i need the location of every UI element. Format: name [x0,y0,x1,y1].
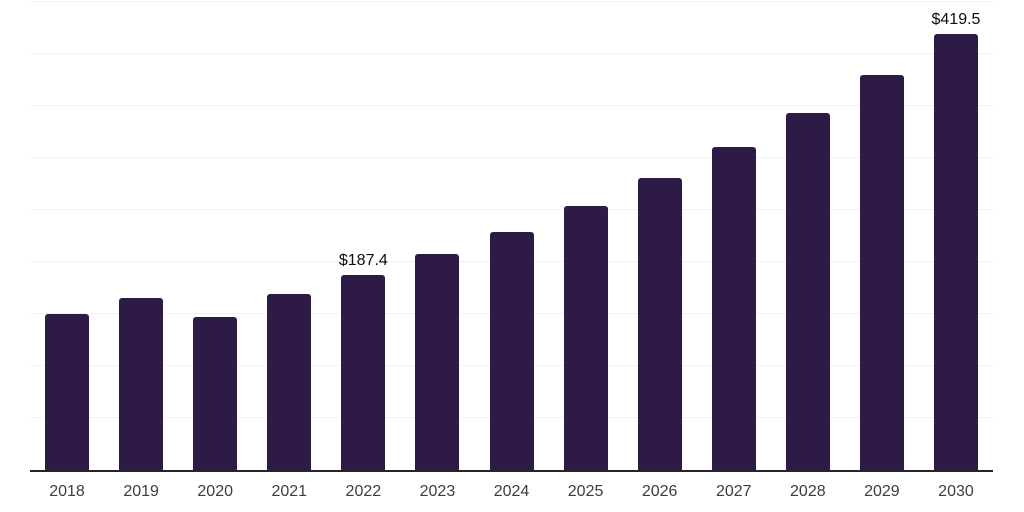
bar-slot-2027 [697,2,771,470]
bar-2026 [637,178,682,470]
x-tick-2029: 2029 [864,483,900,500]
bar-2022 [341,275,386,470]
bar-2025 [563,206,608,470]
bar-slot-2023 [400,2,474,470]
bar-slot-2021 [252,2,326,470]
bar-slot-2018 [30,2,104,470]
data-label-2030: $419.5 [931,10,981,28]
bar-2018 [45,314,90,470]
gridline-250 [30,209,993,210]
x-tick-2027: 2027 [715,483,752,500]
bar-2023 [415,254,460,470]
bar-2024 [489,231,534,470]
bar-slot-2025 [549,2,623,470]
x-tick-2028: 2028 [790,483,826,500]
bar-2030 [933,33,978,470]
x-tick-2022: 2022 [345,483,382,500]
gridline-300 [30,157,993,159]
x-tick-2026: 2026 [641,483,678,500]
data-label-2022: $187.4 [338,252,388,270]
bar-slot-2028 [771,2,845,470]
gridline-450 [30,1,993,2]
gridline-350 [30,105,993,106]
x-tick-2021: 2021 [271,483,308,500]
x-tick-2030: 2030 [938,483,974,500]
x-axis-labels: 2018 2019 2020 2021 2022 2023 2024 2025 2026 2027… [30,482,993,502]
bar-slot-2020 [178,2,252,470]
x-tick-2023: 2023 [419,483,456,500]
bar-slot-2029 [845,2,919,470]
bar-2028 [785,113,830,470]
x-tick-2019: 2019 [123,483,159,500]
x-tick-2020: 2020 [197,483,233,500]
bar-slot-2024 [474,2,548,470]
bar-slot-2019 [104,2,178,470]
plot-area: $187.4 $419.5 [30,1,993,472]
x-tick-2025: 2025 [567,483,604,500]
bar-2020 [193,317,238,470]
x-tick-2018: 2018 [49,483,85,500]
bar-slot-2022: $187.4 [326,2,400,470]
bar-2029 [859,75,904,470]
bars-row: $187.4 $419.5 [30,2,993,470]
gridline-400 [30,53,993,54]
bar-slot-2026 [623,2,697,470]
bar-2021 [267,294,312,470]
bar-slot-2030: $419.5 [919,2,993,470]
x-tick-2024: 2024 [493,483,530,500]
bar-2027 [711,147,756,470]
bar-2019 [119,298,164,470]
